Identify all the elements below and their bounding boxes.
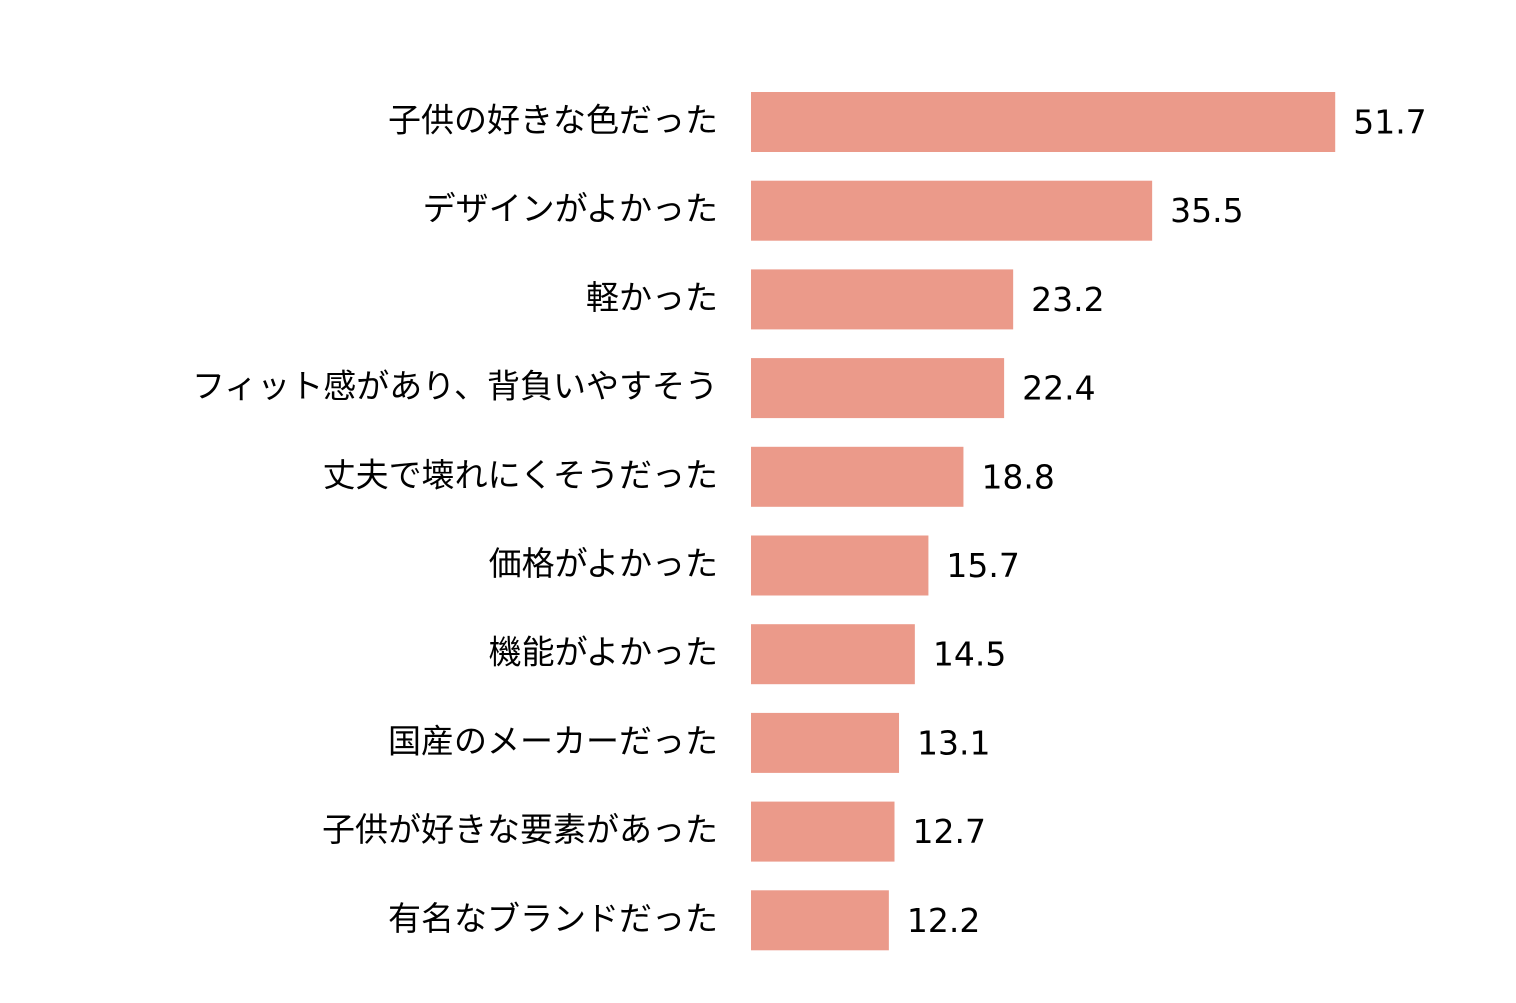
- value-label: 15.7: [946, 546, 1019, 585]
- category-label: 子供の好きな色だった: [388, 101, 718, 140]
- category-label: 軽かった: [586, 278, 718, 317]
- bar: [751, 535, 929, 596]
- value-label: 22.4: [1022, 369, 1095, 408]
- bar: [751, 712, 900, 773]
- value-label: 14.5: [933, 635, 1006, 674]
- category-label: 国産のメーカーだった: [388, 721, 718, 760]
- value-label: 12.2: [907, 901, 980, 940]
- bar: [751, 269, 1014, 330]
- category-label: フィット感があり、背負いやすそう: [192, 367, 718, 406]
- bar: [751, 446, 964, 507]
- bar: [751, 180, 1153, 241]
- category-label: 丈夫で壊れにくそうだった: [323, 455, 718, 494]
- value-label: 23.2: [1031, 280, 1104, 319]
- value-label: 13.1: [917, 723, 990, 762]
- category-label: 価格がよかった: [489, 544, 718, 583]
- bar: [751, 890, 889, 951]
- bar: [751, 358, 1005, 419]
- bar: [751, 624, 915, 685]
- category-label: 機能がよかった: [489, 633, 718, 672]
- value-label: 18.8: [981, 457, 1054, 496]
- bar: [751, 801, 895, 862]
- category-label: 子供が好きな要素があった: [322, 810, 718, 849]
- category-label: デザインがよかった: [423, 189, 718, 228]
- bar: [751, 92, 1336, 152]
- value-label: 35.5: [1170, 191, 1243, 230]
- value-label: 12.7: [913, 812, 986, 851]
- category-label: 有名なブランドだった: [388, 899, 718, 938]
- value-label: 51.7: [1353, 103, 1426, 142]
